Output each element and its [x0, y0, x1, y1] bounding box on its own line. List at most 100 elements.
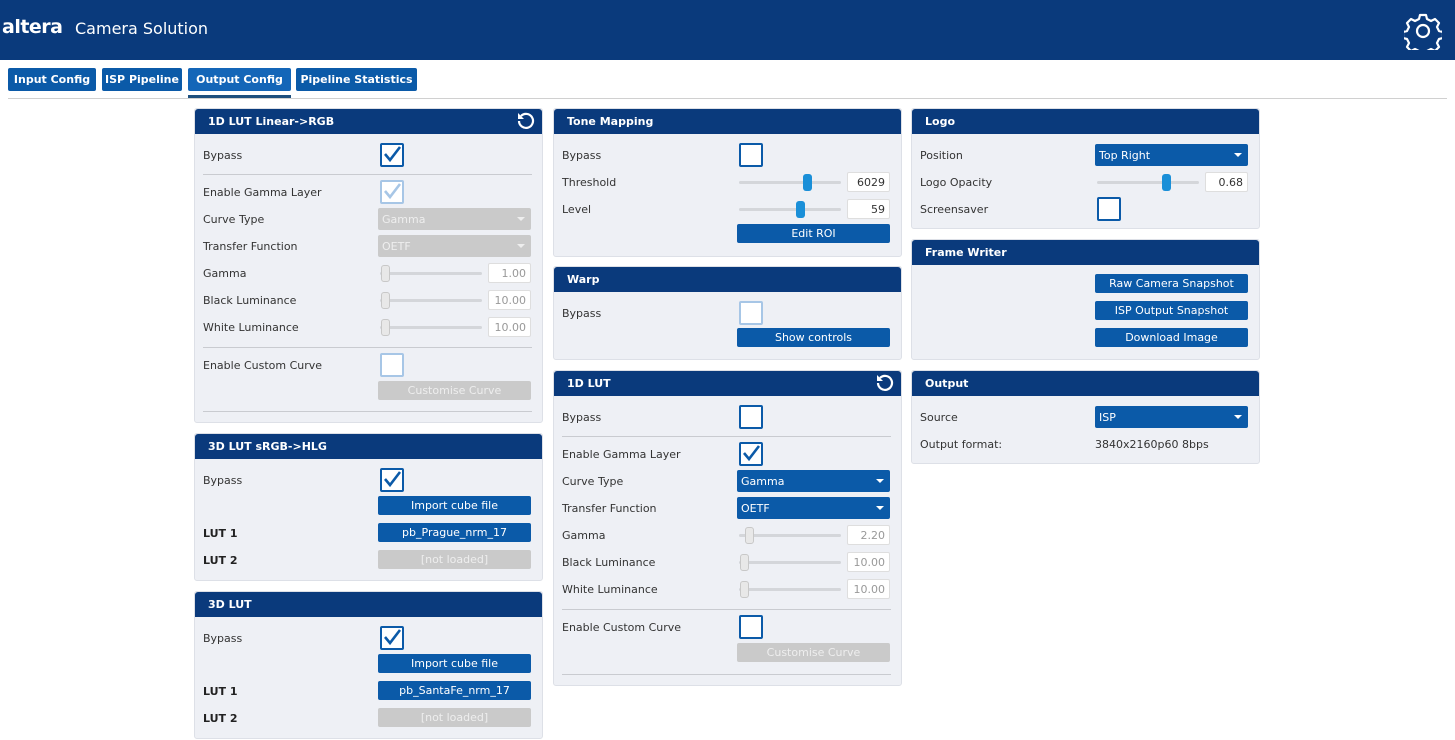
slider-value: 1.00 [488, 263, 531, 283]
checkbox[interactable] [739, 143, 763, 167]
tab[interactable]: Pipeline Statistics [296, 68, 417, 91]
slider-thumb [381, 319, 390, 336]
panel-header: Logo [912, 109, 1259, 134]
checkbox [380, 180, 404, 204]
slider-thumb [381, 265, 390, 282]
dropdown-value: Gamma [741, 474, 785, 488]
field-label: Bypass [203, 631, 243, 645]
slider-thumb [381, 292, 390, 309]
dropdown[interactable]: Top Right [1095, 144, 1248, 166]
field-label: White Luminance [562, 582, 658, 596]
slider-value[interactable]: 59 [847, 199, 890, 219]
checkbox[interactable] [739, 615, 763, 639]
slider-value: 10.00 [847, 552, 890, 572]
dropdown[interactable]: Gamma [737, 470, 890, 492]
dropdown[interactable]: ISP [1095, 406, 1248, 428]
slider-track [380, 326, 482, 329]
slider-value: 10.00 [488, 317, 531, 337]
slider-thumb[interactable] [803, 174, 812, 191]
slider-track [739, 181, 841, 184]
checkbox[interactable] [1097, 197, 1121, 221]
panel-header: 1D LUT [554, 371, 901, 396]
panel: Logo [911, 108, 1260, 229]
slider-thumb[interactable] [1162, 174, 1171, 191]
field-label: White Luminance [203, 320, 299, 334]
dropdown-value: Top Right [1099, 148, 1151, 162]
checkbox [380, 353, 404, 377]
dropdown-caret [1234, 153, 1242, 157]
separator [562, 609, 891, 610]
slider-thumb[interactable] [796, 201, 805, 218]
checkbox[interactable] [739, 405, 763, 429]
dropdown-caret [517, 217, 525, 221]
tab[interactable]: ISP Pipeline [102, 68, 182, 91]
field-label: Screensaver [920, 202, 989, 216]
checkbox[interactable] [380, 143, 404, 167]
field-label: Curve Type [203, 212, 265, 226]
panel-header: 3D LUT [195, 592, 542, 617]
dropdown-value: ISP [1099, 410, 1116, 424]
button[interactable]: Show controls [737, 328, 890, 347]
tab-divider [8, 98, 1447, 99]
dropdown[interactable]: OETF [737, 497, 890, 519]
slider-value: 2.20 [847, 525, 890, 545]
slider-value[interactable]: 6029 [847, 172, 890, 192]
checkbox[interactable] [380, 626, 404, 650]
slider-value[interactable]: 0.68 [1205, 172, 1248, 192]
field-label: Bypass [562, 148, 602, 162]
active-tab-indicator [188, 95, 291, 98]
separator [203, 411, 532, 412]
settings-icon[interactable] [1404, 12, 1442, 50]
field-label: Black Luminance [562, 555, 656, 569]
button[interactable]: Edit ROI [737, 224, 890, 243]
slider-track [739, 588, 841, 591]
tab[interactable]: Input Config [8, 68, 96, 91]
field-label: Level [562, 202, 592, 216]
panel-header: Output [912, 371, 1259, 396]
reset-button[interactable] [875, 373, 895, 393]
button[interactable]: pb_SantaFe_nrm_17 [378, 681, 531, 700]
button: Customise Curve [378, 381, 531, 400]
dropdown-value: Gamma [382, 212, 426, 226]
tab[interactable]: Output Config [188, 68, 291, 91]
button[interactable]: Raw Camera Snapshot [1095, 274, 1248, 293]
field-label: Gamma [562, 528, 606, 542]
dropdown: OETF [378, 235, 531, 257]
button: Customise Curve [737, 643, 890, 662]
field-label: Enable Custom Curve [203, 358, 323, 372]
button[interactable]: Import cube file [378, 654, 531, 673]
field-label: Bypass [562, 306, 602, 320]
field-label: Curve Type [562, 474, 624, 488]
panel-header: Warp [554, 267, 901, 292]
separator [203, 174, 532, 175]
separator [562, 436, 891, 437]
slider-thumb [745, 527, 754, 544]
slider-value: 10.00 [488, 290, 531, 310]
reset-button[interactable] [516, 111, 536, 131]
checkbox[interactable] [739, 442, 763, 466]
field-label: Enable Custom Curve [562, 620, 682, 634]
field-label: LUT 2 [203, 553, 238, 567]
button[interactable]: pb_Prague_nrm_17 [378, 523, 531, 542]
dropdown-caret [876, 506, 884, 510]
field-value: 3840x2160p60 8bps [1095, 437, 1209, 451]
checkbox[interactable] [380, 468, 404, 492]
button: [not loaded] [378, 550, 531, 569]
field-label: Transfer Function [562, 501, 657, 515]
checkbox [739, 301, 763, 325]
panel-header: 3D LUT sRGB->HLG [195, 434, 542, 459]
slider-thumb [740, 581, 749, 598]
panel-header: 1D LUT Linear->RGB [195, 109, 542, 134]
button[interactable]: Import cube file [378, 496, 531, 515]
slider-track [380, 272, 482, 275]
button[interactable]: ISP Output Snapshot [1095, 301, 1248, 320]
app-header [0, 0, 1455, 60]
separator [562, 674, 891, 675]
slider-track [380, 299, 482, 302]
button[interactable]: Download Image [1095, 328, 1248, 347]
field-label: Threshold [562, 175, 617, 189]
field-label: Bypass [562, 410, 602, 424]
panel-header: Frame Writer [912, 240, 1259, 265]
field-label: LUT 2 [203, 711, 238, 725]
logo: altera [2, 16, 63, 38]
